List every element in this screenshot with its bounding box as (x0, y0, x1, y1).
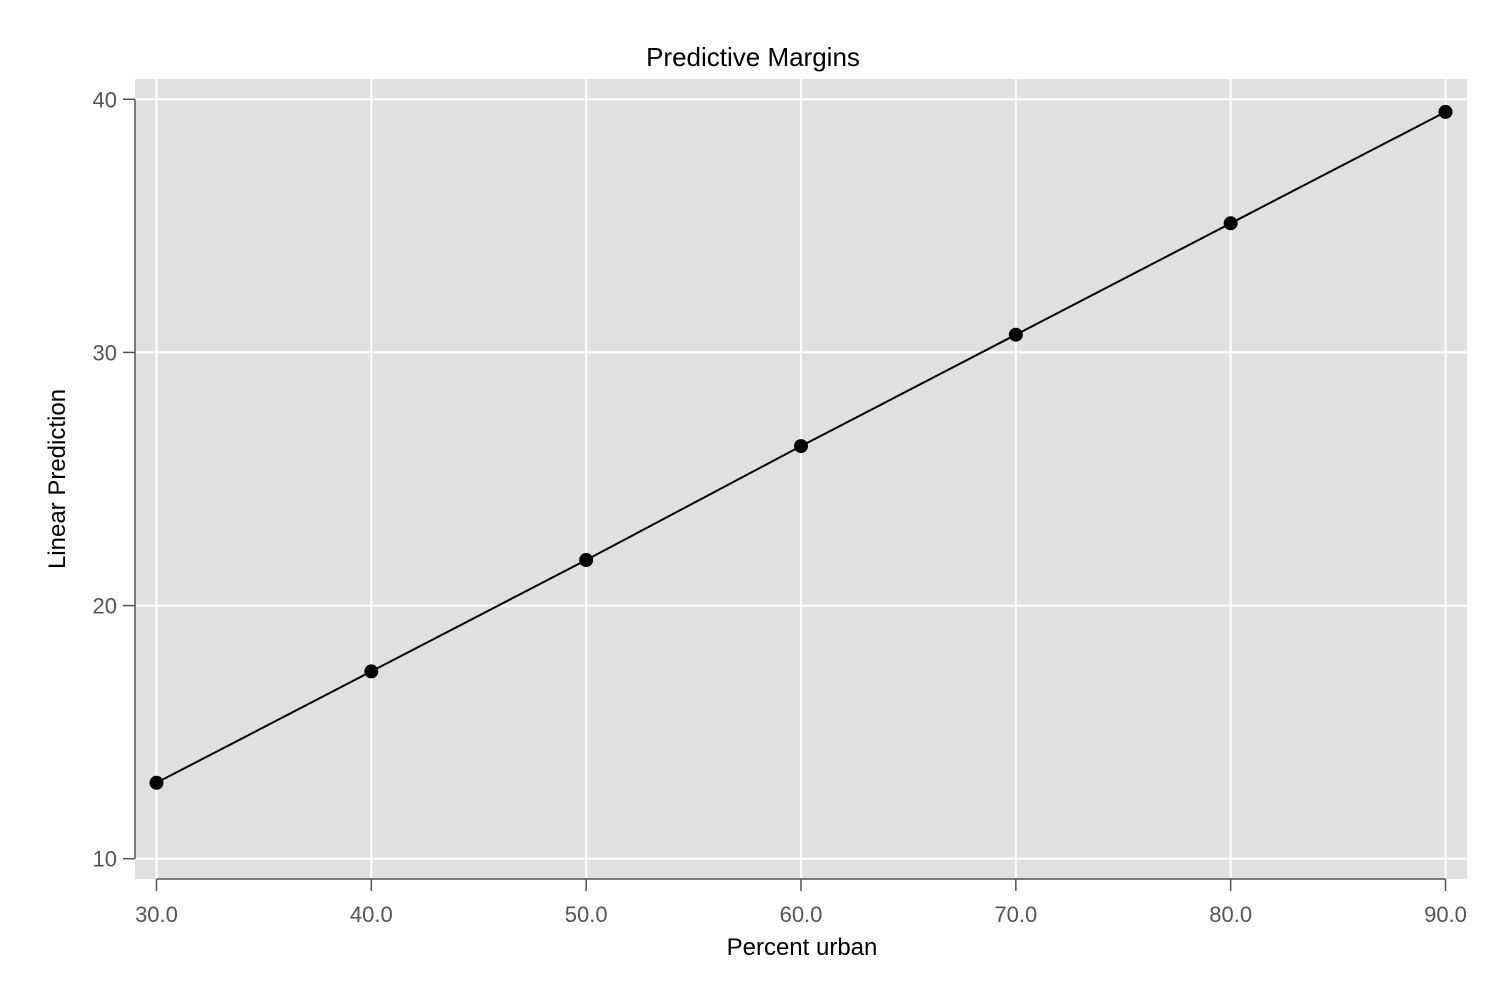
x-tick-label: 50.0 (565, 902, 608, 927)
x-tick-label: 90.0 (1424, 902, 1467, 927)
y-axis-title: Linear Prediction (44, 389, 71, 569)
data-series (149, 104, 1453, 790)
data-point (794, 439, 808, 454)
data-point (149, 775, 164, 790)
x-axis-title: Percent urban (727, 934, 878, 961)
x-tick-label: 80.0 (1209, 902, 1252, 927)
data-point (364, 664, 379, 679)
data-point (579, 553, 594, 568)
grid-lines (135, 79, 1467, 879)
x-tick-label: 70.0 (994, 902, 1037, 927)
data-point (1223, 216, 1238, 231)
y-tick-label: 10 (93, 847, 117, 872)
chart-title: Predictive Margins (646, 42, 860, 72)
axes: 10 20 30 40 30.0 40.0 50.0 60.0 70.0 80.0 90.0 (93, 87, 1467, 927)
x-tick-label: 60.0 (780, 902, 823, 927)
data-point (1008, 327, 1023, 342)
y-tick-label: 30 (93, 340, 117, 365)
y-tick-label: 20 (93, 594, 117, 619)
data-point (1438, 104, 1453, 119)
x-tick-label: 40.0 (350, 902, 393, 927)
x-tick-label: 30.0 (135, 902, 178, 927)
y-tick-label: 40 (93, 87, 117, 112)
